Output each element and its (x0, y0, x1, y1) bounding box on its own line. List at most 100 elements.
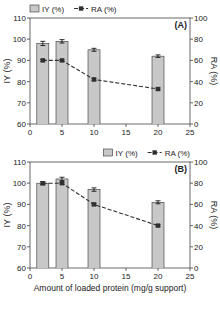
y2-tick-label: 20 (194, 243, 203, 252)
error-bar-cap (40, 45, 45, 46)
x-tick (190, 124, 191, 127)
y-tick-label: 100 (13, 35, 27, 44)
error-bar (156, 55, 161, 58)
error-bar-cap (92, 187, 97, 188)
error-bar-stem (158, 201, 159, 204)
x-axis-label: Amount of loaded protein (mg/g support) (34, 283, 187, 293)
y2-tick-label: 40 (194, 78, 203, 87)
x-tick-label: 10 (90, 272, 99, 281)
x-tick-label: 5 (60, 128, 65, 137)
marker (92, 202, 96, 206)
y2-tick (190, 18, 193, 19)
panel: 051015202560708090100110020406080100IY (… (2, 5, 218, 251)
y-tick (27, 204, 30, 205)
y2-tick (190, 246, 193, 247)
error-bar-cap (60, 177, 65, 178)
y2-tick (190, 60, 193, 61)
y2-tick-label: 60 (194, 56, 203, 65)
legend-label: IY (%) (116, 149, 138, 158)
error-bar (92, 188, 97, 191)
error-bar (40, 41, 45, 45)
x-tick (190, 268, 191, 271)
y2-tick (190, 39, 193, 40)
x-tick-label: 20 (154, 128, 163, 137)
error-bar (60, 40, 65, 43)
panel: 051015202560708090100110020406080100IY (… (2, 149, 218, 312)
x-tick (62, 124, 63, 127)
x-tick-label: 15 (122, 128, 131, 137)
y2-tick (190, 162, 193, 163)
y2-tick (190, 102, 193, 103)
y-tick-label: 100 (13, 179, 27, 188)
plot-area (37, 177, 164, 268)
x-tick (62, 268, 63, 271)
y2-axis-label: RA (%) (209, 57, 219, 86)
x-tick-label: 0 (28, 272, 33, 281)
x-tick-label: 10 (90, 128, 99, 137)
y2-tick (190, 81, 193, 82)
legend-item: IY (%) (104, 149, 138, 158)
y-tick-label: 110 (13, 158, 26, 167)
y2-tick-label: 100 (194, 158, 208, 167)
legend-label: RA (%) (91, 5, 117, 14)
line (43, 183, 158, 225)
error-bar-stem (94, 48, 95, 51)
y-tick (27, 162, 30, 163)
bar (88, 190, 100, 268)
error-bar-cap (156, 200, 161, 201)
error-bar-stem (94, 188, 95, 191)
y-tick (27, 102, 30, 103)
x-tick-label: 0 (28, 128, 33, 137)
x-tick (94, 268, 95, 271)
y-tick-label: 80 (17, 78, 26, 87)
y-tick (27, 81, 30, 82)
marker (41, 58, 45, 62)
error-bar-cap (156, 57, 161, 58)
error-bar-stem (42, 41, 43, 45)
y-tick (27, 39, 30, 40)
legend-marker (79, 6, 83, 10)
marker (156, 87, 160, 91)
legend-item: IY (%) (30, 5, 64, 14)
y-tick (27, 60, 30, 61)
bar (152, 202, 164, 268)
y2-tick-label: 80 (194, 35, 203, 44)
legend-swatch (104, 149, 113, 156)
y-tick-label: 60 (17, 264, 26, 273)
y2-tick-label: 100 (194, 14, 208, 23)
y-tick-label: 80 (17, 222, 26, 231)
error-bar (156, 201, 161, 204)
error-bar-stem (62, 177, 63, 180)
y-tick (27, 225, 30, 226)
panel-label: (B) (175, 164, 188, 174)
marker (60, 58, 64, 62)
y-axis-label: IY (%) (2, 59, 12, 84)
legend: IY (%)RA (%) (104, 149, 191, 158)
plot-frame (30, 18, 190, 124)
y-tick (27, 18, 30, 19)
y2-tick (190, 204, 193, 205)
x-tick-label: 15 (122, 272, 131, 281)
error-bar (92, 48, 97, 51)
bar (56, 179, 68, 268)
x-tick-label: 20 (154, 272, 163, 281)
y2-tick (190, 225, 193, 226)
x-tick-label: 25 (186, 272, 195, 281)
bar (37, 43, 49, 124)
y-tick-label: 90 (17, 200, 26, 209)
error-bar-stem (62, 40, 63, 43)
legend: IY (%) RA (%) (30, 5, 117, 14)
error-bar-cap (92, 191, 97, 192)
y-tick (27, 124, 30, 125)
y-tick-label: 70 (17, 243, 26, 252)
x-tick-label: 25 (186, 128, 195, 137)
x-tick (158, 124, 159, 127)
legend-item: RA (%) (74, 5, 117, 14)
x-tick (30, 124, 31, 127)
y2-tick-label: 40 (194, 222, 203, 231)
y2-tick-label: 80 (194, 179, 203, 188)
marker (41, 181, 45, 185)
marker (92, 77, 96, 81)
figure: 0 5 10 15 20 25 60 70 80 90 100 110 0 20 40 60 80 100 IY (… (0, 0, 220, 312)
y2-tick-label: 60 (194, 200, 203, 209)
